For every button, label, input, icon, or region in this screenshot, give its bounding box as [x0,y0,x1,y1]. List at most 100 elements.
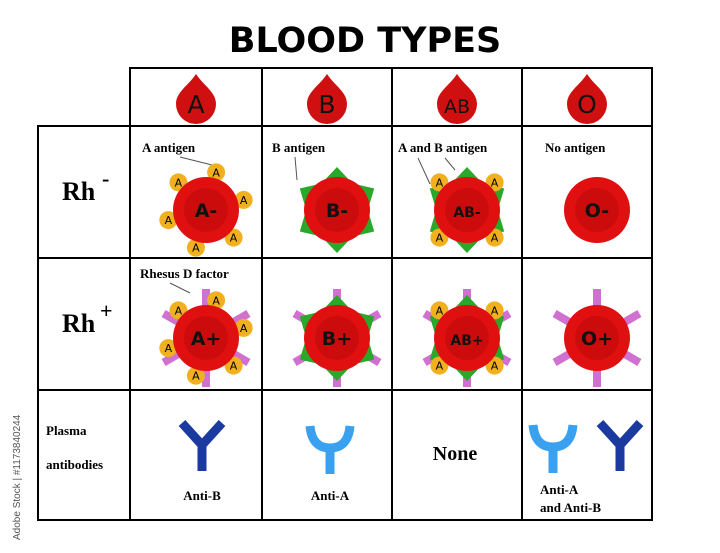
rh-d-factor [552,350,573,366]
drop-type-label: O [577,90,597,119]
a-antigen [159,339,178,358]
b-antigen [455,167,479,180]
a-antigen [186,238,205,257]
rh-d-factor [230,350,251,366]
cell-center [575,188,619,232]
rh-d-factor [593,289,601,307]
blood-drop-o: O [567,74,607,124]
cell-label: AB+ [450,333,483,349]
a-antigen [159,211,178,230]
a-antigen-letter: A [192,242,200,255]
red-cell-o-pos: O+ [552,289,642,387]
o-antibodies-line1: Anti-A [540,482,579,497]
anti-b-label: Anti-B [183,488,221,503]
rh-d-factor [161,350,182,366]
watermark: Adobe Stock | #1173840244 [12,414,23,540]
a-antigen [207,163,226,182]
drop-type-label: B [318,90,335,119]
drop-shape [567,74,607,124]
a-antigen [186,366,205,385]
blood-drop-b: B [307,74,347,124]
drop-shape [176,74,216,124]
red-cell-b-pos: B+ [292,289,382,387]
cell-center [315,316,359,360]
antibodies-label: antibodies [46,457,103,472]
pointer-arrows [169,156,456,294]
cell-label: B- [326,200,348,222]
b-antigen [325,167,349,180]
a-antigen [234,190,253,209]
a-antigen-letter: A [491,304,499,317]
rh-pos-label: Rh [62,309,96,338]
rh-d-factor [593,369,601,387]
drop-shape [307,74,347,124]
none-label: None [433,443,478,465]
blood-drop-ab: AB [437,74,477,124]
a-antigen-letter: A [436,232,444,245]
a-antigen-letter: A [240,194,248,207]
rh-d-factor [161,310,182,326]
a-antigen-letter: A [175,176,183,189]
a-antigen-letter: A [491,360,499,373]
b-antigen [325,295,349,308]
a-antigen-letter: A [212,166,220,179]
a-antigen-letter: A [491,176,499,189]
cell-center [184,316,228,360]
cell-label: B+ [322,328,352,350]
a-antigen-letter: A [165,342,173,355]
rh-d-factor [552,310,573,326]
b-antigen-label: B antigen [272,140,326,155]
drop-type-label: A [187,90,204,119]
b-antigen [325,368,349,381]
anti-a-antibody-icon-o [528,424,578,473]
title: BLOOD TYPES [229,21,501,61]
a-antigen-letter: A [240,322,248,335]
grid [37,67,653,521]
cell-center [575,316,619,360]
a-antigen [207,291,226,310]
red-cell-ab-neg: A A A A AB- [429,167,505,253]
cell-label: A- [195,200,218,222]
plasma-label: Plasma [46,423,87,438]
red-cell-a-neg: A A A A A A A- [159,163,253,257]
cell-label: O+ [581,328,613,350]
anti-a-antibody-icon [305,425,355,474]
a-antigen [234,318,253,337]
rh-d-factor [621,350,642,366]
antibody-arms [596,419,644,452]
cell-center [315,188,359,232]
rhesus-label: Rhesus D factor [140,266,229,281]
anti-b-antibody-icon [178,419,226,471]
cell-center [445,316,489,360]
b-antigen [455,240,479,253]
cell-label: O- [585,200,609,222]
cell-label: A+ [191,328,222,350]
a-antigen-letter: A [436,304,444,317]
a-antigen-letter: A [230,232,238,245]
anti-b-antibody-icon-o [596,419,644,471]
row-label-rh-neg: Rh - [62,166,109,206]
a-antigen-letter: A [436,360,444,373]
rh-d-factor [230,310,251,326]
a-antigen-letter: A [165,214,173,227]
red-cell-b-neg: B- [299,167,375,253]
cell-center [445,188,489,232]
a-antigen-letter: A [212,294,220,307]
red-cell-ab-pos: A A A A AB+ [422,289,512,387]
a-antigen-letter: A [436,176,444,189]
row-label-rh-pos: Rh + [62,298,113,338]
a-antigen-letter: A [491,232,499,245]
a-antigen-label: A antigen [142,140,196,155]
b-antigen [455,295,479,308]
cell-label: AB- [453,205,481,221]
cell-center [184,188,228,232]
o-antibodies-line2: and Anti-B [540,500,601,515]
anti-a-label: Anti-A [311,488,350,503]
rh-pos-sign: + [100,298,113,323]
blood-drop-a: A [176,74,216,124]
drop-shape [437,74,477,124]
red-cell-a-pos: A A A A A A A+ [159,289,253,387]
red-cell-o-neg: O- [564,177,630,243]
a-antigen-letter: A [230,360,238,373]
